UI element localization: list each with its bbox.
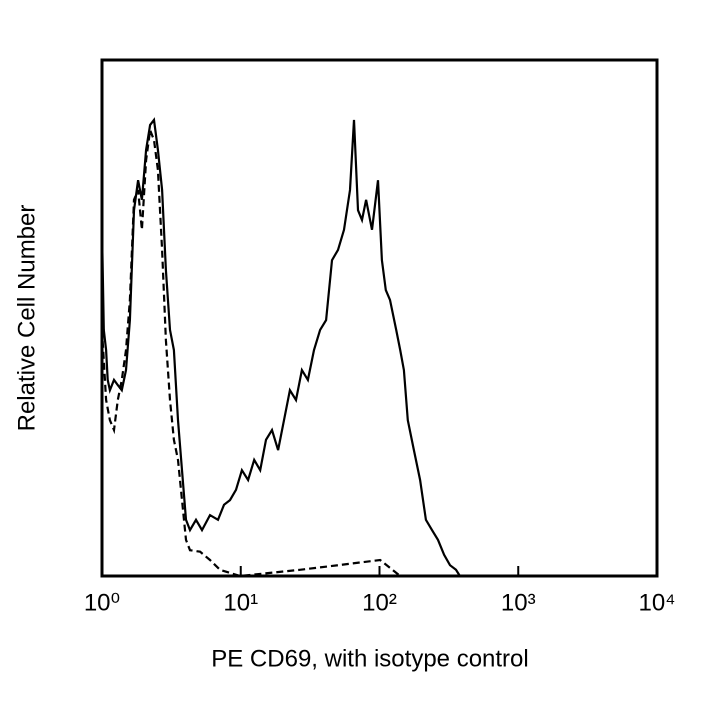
x-tick-label: 10¹ bbox=[223, 589, 258, 616]
x-tick-label: 10³ bbox=[501, 589, 536, 616]
histogram-line bbox=[100, 117, 461, 577]
x-axis-label: PE CD69, with isotype control bbox=[211, 645, 528, 672]
x-tick-label: 10⁴ bbox=[638, 589, 675, 616]
x-tick-label: 10² bbox=[362, 589, 397, 616]
y-axis-label: Relative Cell Number bbox=[13, 205, 40, 432]
plot-frame bbox=[100, 58, 659, 578]
x-tick-label: 10⁰ bbox=[84, 589, 120, 616]
